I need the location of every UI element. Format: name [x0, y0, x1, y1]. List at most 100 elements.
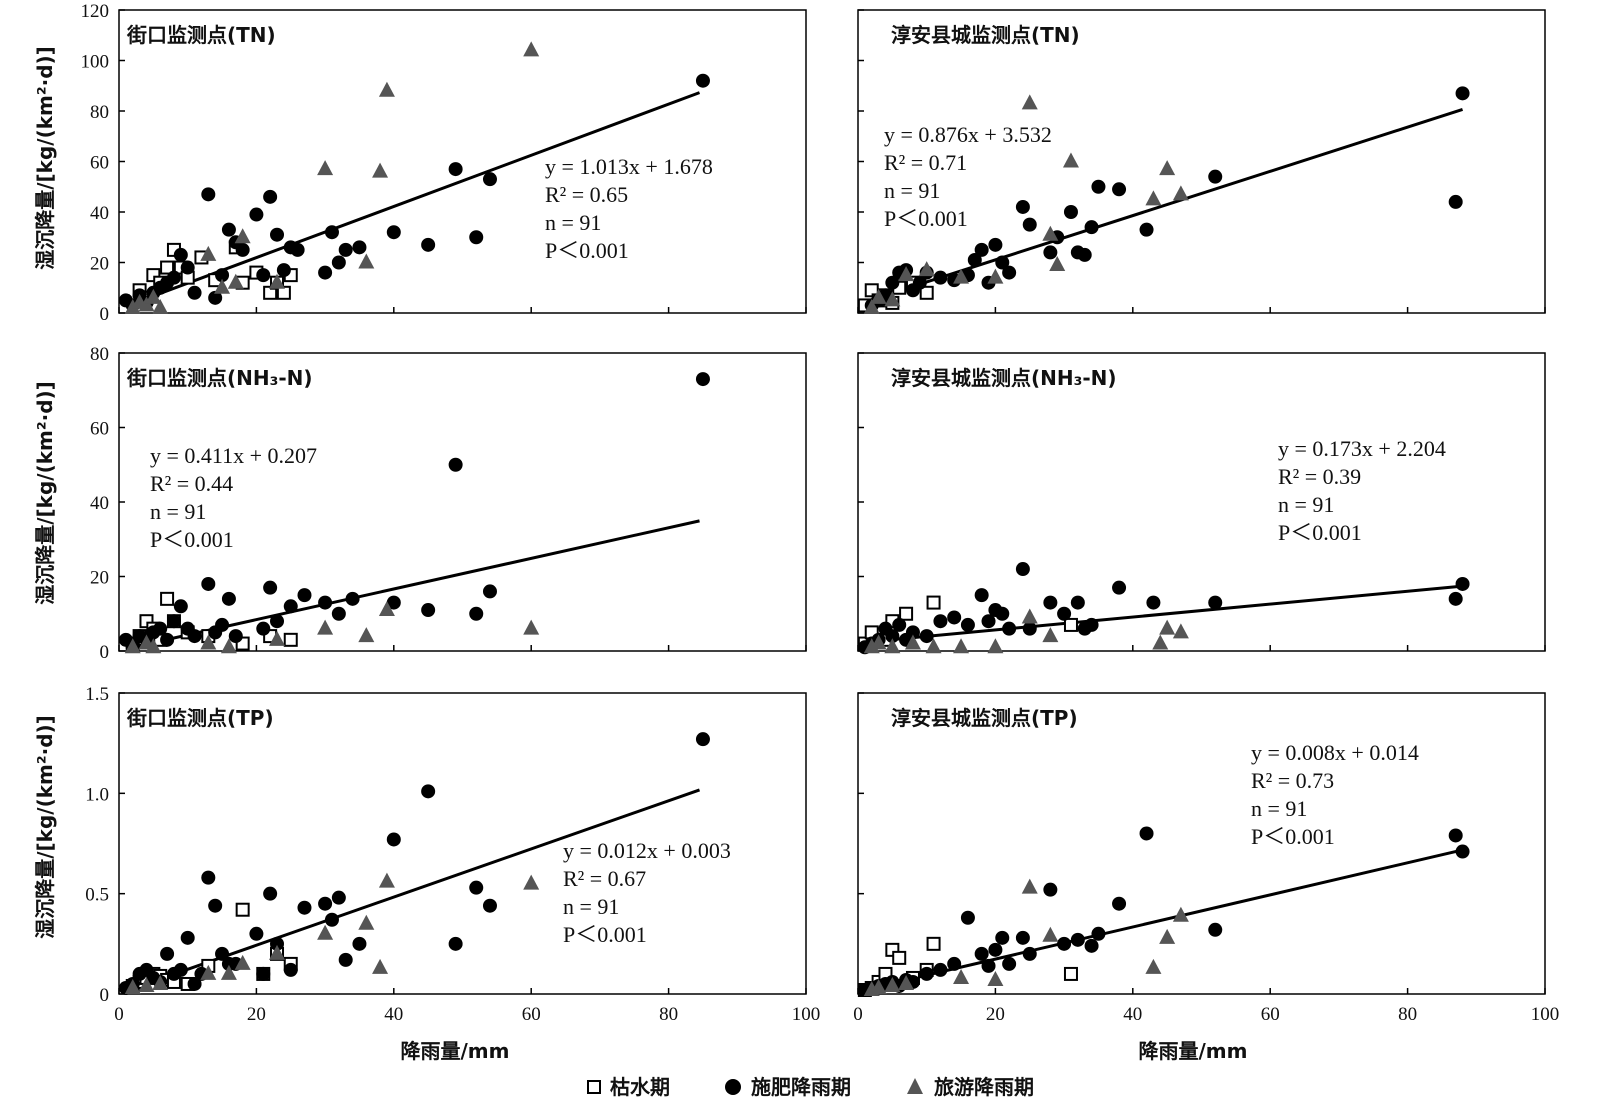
data-point-tourism-rain	[124, 638, 141, 654]
panel-title: 淳安县城监测点(TP)	[891, 706, 1078, 730]
stat-r2: R² = 0.44	[150, 471, 233, 496]
data-point-fertilizer-rain	[352, 936, 367, 951]
data-point-fertilizer-rain	[263, 580, 278, 595]
y-axis-label-row-3: 湿沉降量/[kg/(km²·d)]	[33, 715, 57, 939]
data-point-fertilizer-rain	[960, 617, 975, 632]
data-point-fertilizer-rain	[1112, 580, 1127, 595]
data-point-fertilizer-rain	[695, 73, 710, 88]
data-point-fertilizer-rain	[947, 956, 962, 971]
data-point-tourism-rain	[269, 630, 286, 646]
data-point-fertilizer-rain	[386, 595, 401, 610]
data-point-fertilizer-rain	[173, 247, 188, 262]
data-point-fertilizer-rain	[482, 172, 497, 187]
y-tick-label: 40	[90, 493, 109, 514]
panel-nh3n-jiekou: 0 20 40 60 80 街口监测点(NH₃-N)	[90, 344, 807, 663]
y-axis-label-row-2: 湿沉降量/[kg/(km²·d)]	[33, 381, 57, 605]
stat-n: n = 91	[545, 210, 601, 235]
data-point-fertilizer-rain	[448, 936, 463, 951]
data-point-fertilizer-rain	[270, 614, 285, 629]
data-point-tourism-rain	[523, 874, 540, 890]
data-point-fertilizer-rain	[974, 946, 989, 961]
data-point-fertilizer-rain	[270, 227, 285, 242]
regression-line	[864, 848, 1463, 992]
x-tick-label: 20	[247, 1004, 266, 1025]
legend-label-dry-season: 枯水期	[610, 1075, 670, 1099]
regression-stats: y = 0.411x + 0.207 R² = 0.44 n = 91 P＜0.001	[150, 443, 317, 552]
data-point-fertilizer-rain	[1015, 930, 1030, 945]
data-point-tourism-rain	[1021, 94, 1038, 110]
data-point-tourism-rain	[317, 924, 334, 940]
data-point-fertilizer-rain	[933, 962, 948, 977]
data-point-dry-season	[235, 902, 250, 917]
stat-p: P＜0.001	[1278, 520, 1362, 545]
stat-r2: R² = 0.65	[545, 182, 628, 207]
stat-n: n = 91	[884, 178, 940, 203]
y-axis-label-row-1: 湿沉降量/[kg/(km²·d)]	[33, 46, 57, 270]
data-point-fertilizer-rain	[221, 591, 236, 606]
data-point-tourism-rain	[372, 162, 389, 178]
regression-stats: y = 1.013x + 1.678 R² = 0.65 n = 91 P＜0.001	[545, 154, 713, 263]
data-point-fertilizer-rain	[386, 832, 401, 847]
data-point-tourism-rain	[200, 634, 217, 650]
data-point-fertilizer-rain	[256, 268, 271, 283]
data-point-tourism-rain	[1145, 190, 1162, 206]
data-point-fertilizer-rain	[695, 732, 710, 747]
panel-tn-chunan: 淳安县城监测点(TN)	[857, 9, 1546, 314]
data-point-dry-season	[283, 632, 298, 647]
panel-title: 街口监测点(NH₃-N)	[126, 366, 313, 390]
data-point-fertilizer-rain	[892, 617, 907, 632]
legend-marker-dry-season	[587, 1080, 601, 1094]
data-point-tourism-rain	[1042, 926, 1059, 942]
data-point-fertilizer-rain	[1112, 896, 1127, 911]
stat-p: P＜0.001	[545, 238, 629, 263]
data-point-fertilizer-rain	[187, 629, 202, 644]
data-point-fertilizer-rain	[318, 896, 333, 911]
y-tick-label: 80	[90, 102, 109, 123]
legend-marker-fertilizer-rain	[725, 1079, 741, 1095]
data-point-tourism-rain	[358, 253, 375, 269]
data-point-fertilizer-rain	[331, 890, 346, 905]
data-point-fertilizer-rain	[1022, 217, 1037, 232]
data-point-fertilizer-rain	[201, 187, 216, 202]
data-point-tourism-rain	[987, 638, 1004, 654]
stat-p: P＜0.001	[884, 206, 968, 231]
data-point-fertilizer-rain	[173, 599, 188, 614]
data-point-fertilizer-rain	[1084, 220, 1099, 235]
y-tick-label: 1.0	[85, 784, 109, 805]
panel-tp-jiekou: 0 20 40 60 80 100 0 0.5 1.0 1.5 街口监测点(TP)	[85, 684, 820, 1025]
data-point-fertilizer-rain	[1455, 86, 1470, 101]
y-tick-label: 0.5	[85, 885, 109, 906]
data-point-fertilizer-rain	[1043, 245, 1058, 260]
data-point-fertilizer-rain	[1208, 169, 1223, 184]
data-point-tourism-rain	[138, 976, 155, 992]
data-point-fertilizer-rain	[283, 599, 298, 614]
data-point-tourism-rain	[145, 638, 162, 654]
stat-eq: y = 0.411x + 0.207	[150, 443, 317, 468]
data-point-fertilizer-rain	[1070, 595, 1085, 610]
data-point-tourism-rain	[138, 296, 155, 312]
data-point-fertilizer-rain	[215, 617, 230, 632]
data-point-dry-season	[892, 950, 907, 965]
data-point-dry-season	[1063, 617, 1078, 632]
data-point-fertilizer-rain	[1455, 576, 1470, 591]
data-point-fertilizer-rain	[297, 900, 312, 915]
data-point-fertilizer-rain	[324, 225, 339, 240]
data-point-dry-season	[919, 285, 934, 300]
data-point-fertilizer-rain	[1091, 179, 1106, 194]
data-point-tourism-rain	[1021, 608, 1038, 624]
data-point-tourism-rain	[1021, 878, 1038, 894]
data-point-fertilizer-rain	[173, 962, 188, 977]
panel-nh3n-chunan: 淳安县城监测点(NH₃-N)	[857, 352, 1546, 655]
data-point-fertilizer-rain	[1084, 938, 1099, 953]
data-point-fertilizer-rain	[448, 162, 463, 177]
data-point-fertilizer-rain	[345, 591, 360, 606]
data-point-tourism-rain	[317, 160, 334, 176]
data-point-fertilizer-rain	[166, 614, 181, 629]
plot-frame	[118, 352, 807, 652]
x-tick-label: 80	[1398, 1004, 1417, 1025]
data-point-tourism-rain	[953, 268, 970, 284]
y-tick-label: 20	[90, 254, 109, 275]
data-point-fertilizer-rain	[469, 230, 484, 245]
data-point-tourism-rain	[200, 245, 217, 261]
plot-frame	[118, 692, 807, 995]
